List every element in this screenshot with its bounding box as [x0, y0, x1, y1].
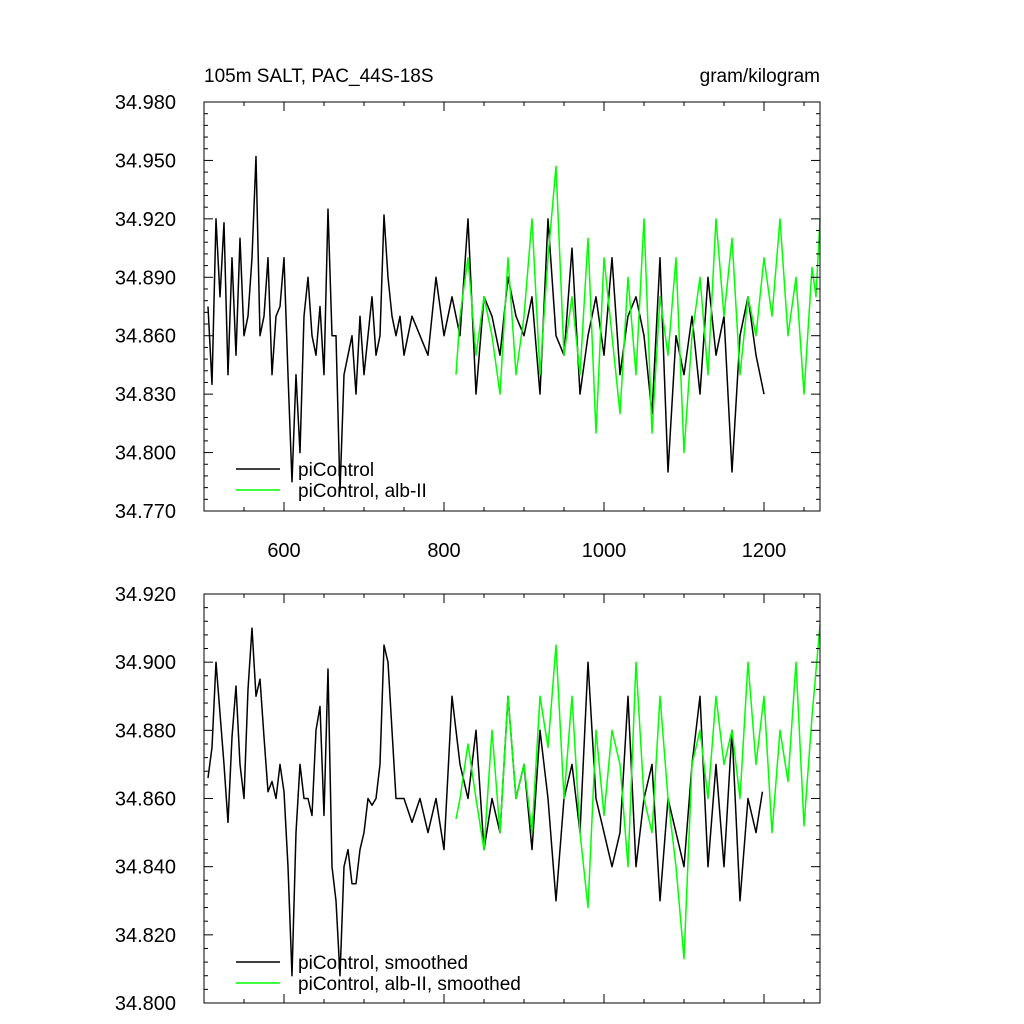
- x-tick-label: 600: [267, 540, 300, 562]
- unit-label: gram/kilogram: [700, 66, 820, 87]
- y-tick-label: 34.860: [115, 326, 176, 348]
- series-line-0-1: [455, 165, 821, 454]
- x-tick-label: 1000: [582, 540, 627, 562]
- y-tick-label: 34.770: [115, 501, 176, 523]
- chart-title: 105m SALT, PAC_44S-18S: [204, 66, 434, 87]
- legend-label-picontrol-smoothed: piControl, smoothed: [298, 953, 468, 974]
- top-axis-ticks: 34.770 34.800 34.830 34.860 34.890 34.920 34.9…: [115, 92, 820, 562]
- series-line-1-1: [455, 624, 821, 960]
- y-tick-label: 34.920: [115, 584, 176, 606]
- top-legend: piControl piControl, alb-II: [236, 460, 427, 502]
- legend-label-picontrol: piControl: [298, 460, 374, 481]
- top-panel: 105m SALT, PAC_44S-18S gram/kilogram 34.…: [115, 66, 821, 562]
- bottom-axis-ticks: 34.800 34.820 34.840 34.860 34.880 34.900 34.9…: [115, 584, 820, 1015]
- y-tick-label: 34.800: [115, 443, 176, 465]
- series-line-1-0: [207, 627, 764, 977]
- bottom-panel: 34.800 34.820 34.840 34.860 34.880 34.900 34.9…: [115, 584, 821, 1015]
- legend-label-alb-ii-smoothed: piControl, alb-II, smoothed: [298, 974, 521, 995]
- y-tick-label: 34.920: [115, 209, 176, 231]
- bottom-series-group: [207, 624, 821, 977]
- y-tick-label: 34.840: [115, 857, 176, 879]
- legend-label-alb-ii: piControl, alb-II: [298, 481, 427, 502]
- top-plot-frame: [203, 101, 821, 512]
- y-tick-label: 34.860: [115, 789, 176, 811]
- y-tick-label: 34.820: [115, 925, 176, 947]
- y-tick-label: 34.880: [115, 720, 176, 742]
- y-tick-label: 34.800: [115, 993, 176, 1015]
- y-tick-label: 34.830: [115, 384, 176, 406]
- y-tick-label: 34.900: [115, 652, 176, 674]
- x-tick-label: 800: [427, 540, 460, 562]
- series-line-0-0: [207, 155, 765, 493]
- y-tick-label: 34.890: [115, 267, 176, 289]
- y-tick-label: 34.950: [115, 150, 176, 172]
- bottom-legend: piControl, smoothed piControl, alb-II, s…: [236, 953, 521, 995]
- y-tick-label: 34.980: [115, 92, 176, 114]
- x-tick-label: 1200: [742, 540, 787, 562]
- top-series-group: [207, 155, 821, 493]
